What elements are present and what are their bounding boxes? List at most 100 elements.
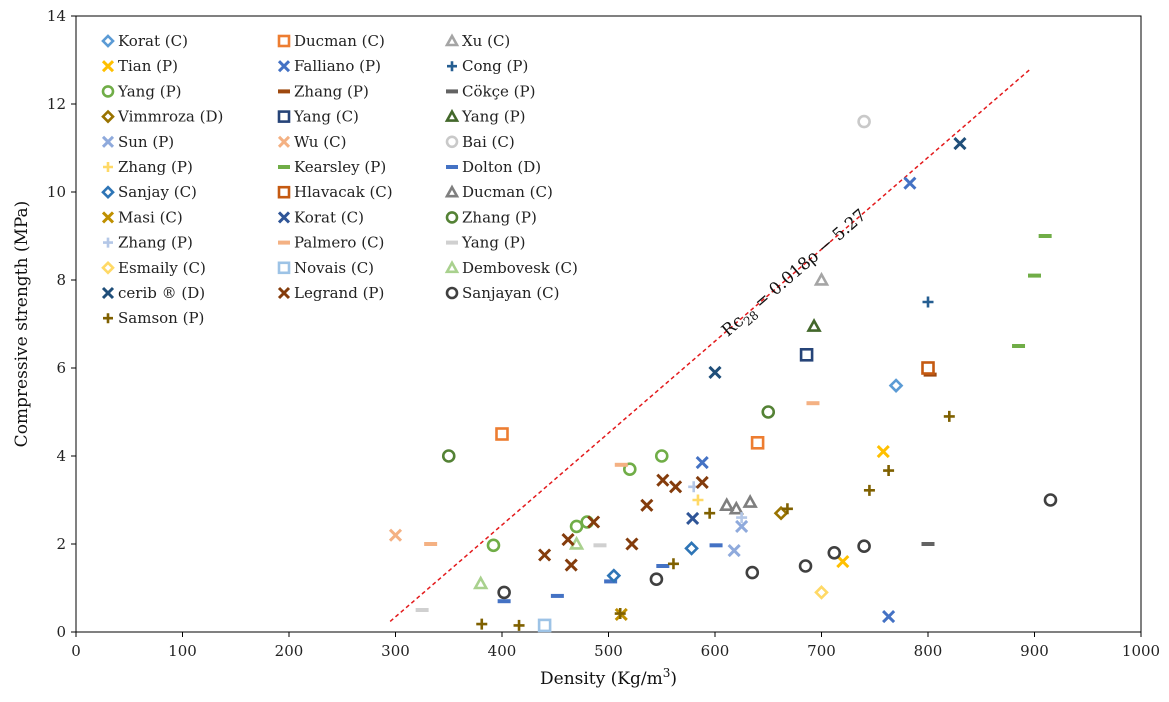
marker-triangle [472,575,489,590]
marker-x [101,135,115,148]
y-axis-title: Compressive strength (MPa) [12,201,32,448]
marker-plus [614,608,626,620]
marker-square [277,34,291,48]
marker-plus [476,618,488,630]
marker-triangle [444,33,460,47]
x-tick-label: 200 [275,642,304,660]
legend-entry: Tian (P) [118,57,178,75]
marker-x [727,544,741,558]
legend-entry: Ducman (C) [294,32,385,50]
marker-diamond [101,34,115,48]
marker-circle [654,449,669,463]
marker-x [388,528,403,542]
marker-triangle [444,184,460,198]
marker-plus [736,512,748,524]
legend-entry: Zhang (P) [118,234,193,252]
y-tick-label: 12 [47,95,66,113]
x-tick-label: 100 [168,642,197,660]
legend-entry: Falliano (P) [294,57,381,75]
marker-x [625,537,639,551]
marker-diamond [888,378,904,393]
marker-circle [445,286,459,300]
y-tick-labels: 0 2 4 6 8 10 12 14 [47,7,66,641]
marker-x [686,511,700,526]
marker-square [750,435,765,450]
marker-square [495,427,509,441]
y-tick-label: 4 [56,447,66,465]
marker-circle [441,449,456,463]
legend-entry: Ducman (C) [462,183,553,201]
marker-diamond [101,185,115,200]
marker-circle [857,539,871,554]
marker-diamond [606,568,622,584]
marker-circle [445,211,459,224]
legend-entry: Hlavacak (C) [294,183,393,201]
marker-plus [103,162,113,172]
axes [71,15,1142,637]
marker-triangle [444,108,460,122]
legend-entry: Dembovesk (C) [462,259,578,277]
y-tick-label: 8 [56,271,66,289]
y-tick-label: 14 [47,7,66,25]
marker-triangle [444,260,460,274]
marker-plus [704,507,716,519]
marker-circle [622,462,637,477]
marker-diamond [814,585,829,600]
x-tick-label: 900 [1020,642,1049,660]
legend-entry: Cökçe (P) [462,82,535,100]
legend-entry: Sun (P) [118,133,174,151]
marker-x [277,286,291,300]
marker-plus [943,410,955,422]
y-tick-label: 0 [56,623,66,641]
marker-circle [649,572,664,587]
marker-diamond [101,109,115,124]
marker-plus [781,503,793,515]
marker-circle [761,405,776,419]
x-axis-title: Density (Kg/m3) [540,666,677,689]
marker-circle [101,85,115,98]
legend-entry: Xu (C) [462,32,510,50]
trend-equation: Rc28 = 0.018ρ − 5.27 [718,205,873,343]
marker-triangle [742,494,758,508]
data-points [388,114,1058,633]
marker-square [921,361,935,375]
legend-entry: cerib ® (D) [118,284,205,302]
legend-entry: Yang (C) [293,108,359,126]
legend-entry: Dolton (D) [462,158,541,176]
marker-diamond [773,505,789,521]
y-tick-label: 10 [47,183,66,201]
legend-entry: Yang (P) [461,234,526,252]
marker-x [587,515,601,529]
marker-triangle [719,497,735,511]
marker-circle [445,135,459,149]
legend-entry: Kearsley (P) [294,158,386,176]
marker-plus [922,296,934,308]
marker-plus [103,237,113,248]
x-tick-label: 0 [71,642,81,660]
legend-entry: Cong (P) [462,57,528,75]
marker-triangle [728,500,745,515]
legend-entry: Zhang (P) [118,158,193,176]
marker-x [669,480,683,494]
marker-x [101,286,115,300]
legend: Korat (C) Ducman (C) Xu (C) Tian (P) Fallian… [101,32,578,327]
marker-triangle [813,271,830,286]
marker-circle [1043,493,1058,507]
marker-diamond [684,541,699,556]
marker-x [564,558,578,572]
marker-square [277,110,291,123]
legend-entry: Wu (C) [294,133,346,151]
legend-entry: Bai (C) [462,133,515,151]
marker-diamond [101,260,115,275]
marker-plus [692,494,704,506]
marker-x [101,60,115,73]
marker-triangle [806,318,822,332]
marker-x [953,137,967,151]
x-tick-label: 800 [914,642,943,660]
marker-square [277,185,291,199]
marker-x [277,135,291,148]
marker-circle [497,585,511,600]
marker-square [537,618,552,633]
marker-x [836,555,850,569]
